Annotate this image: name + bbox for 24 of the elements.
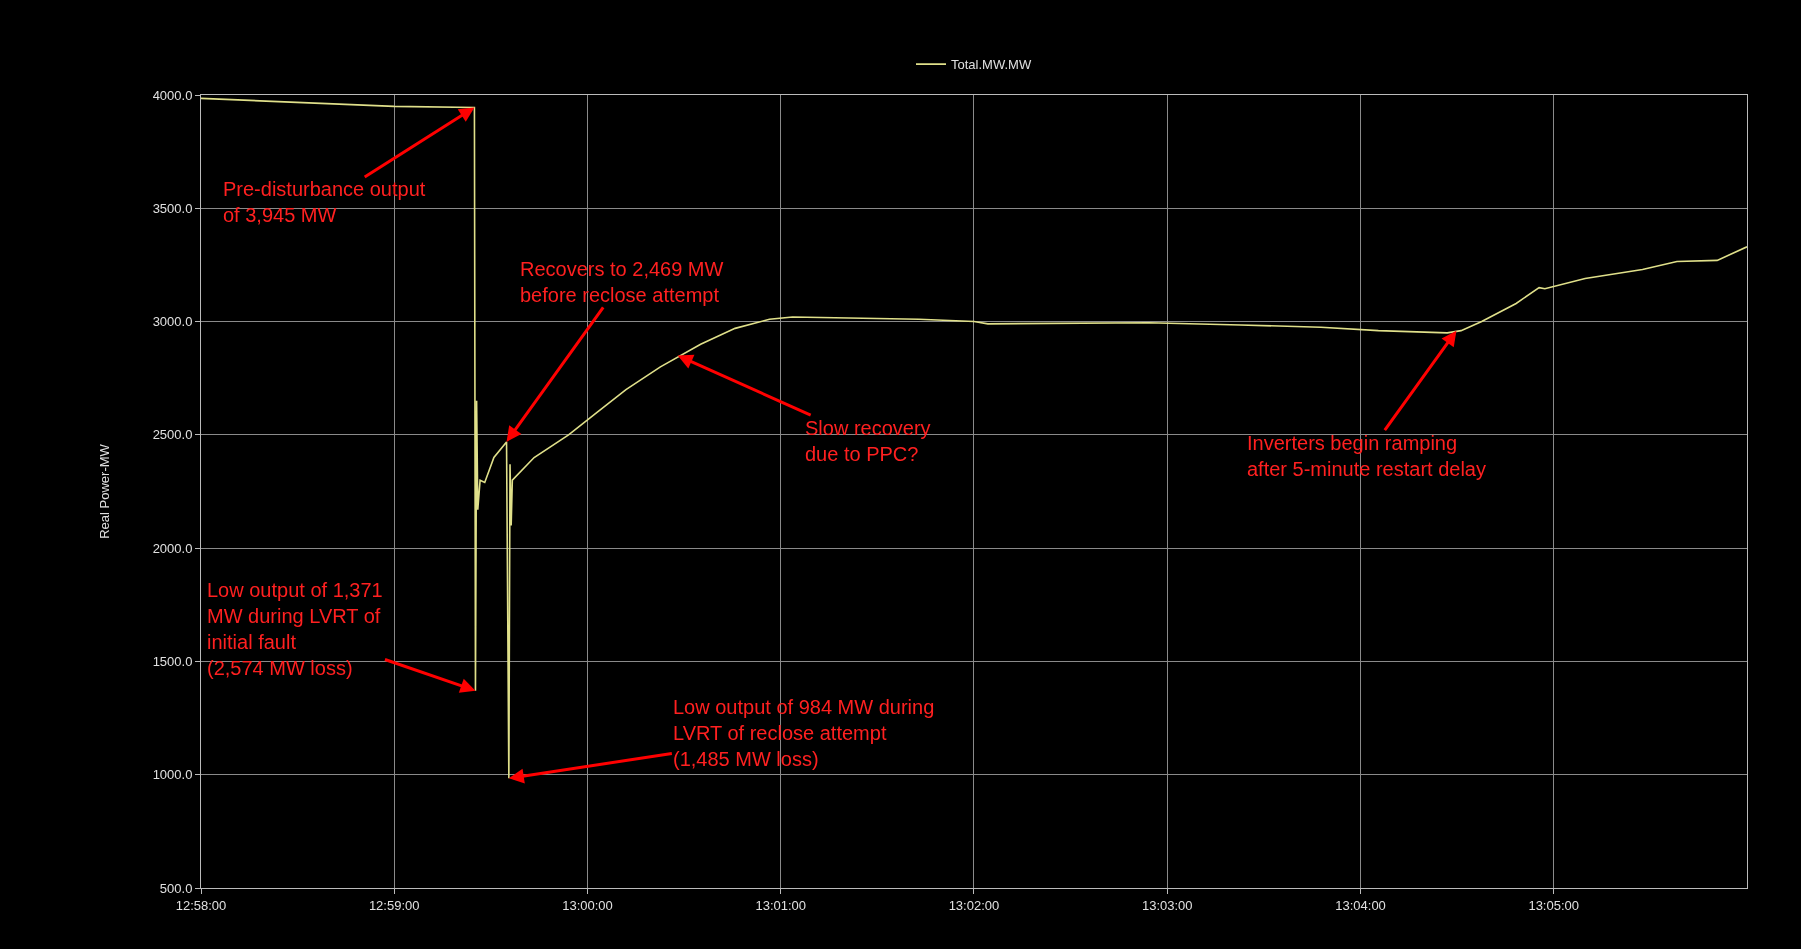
y-tick-label: 4000.0 — [152, 87, 193, 103]
y-tick-label: 2000.0 — [152, 540, 193, 556]
x-tick-label: 13:02:00 — [948, 897, 1000, 913]
x-tick-label: 13:04:00 — [1335, 897, 1386, 913]
x-tick-label: 12:59:00 — [368, 897, 420, 913]
annotation: Inverters begin ramping after 5-minute restart delay — [1247, 432, 1486, 480]
annotation: Pre-disturbance output of 3,945 MW — [223, 178, 426, 226]
annotation: Low output of 984 MW during LVRT of reclose attempt (1,485 MW loss) — [673, 696, 935, 770]
annotation: Recovers to 2,469 MW before reclose attempt — [520, 258, 724, 306]
x-tick-label: 13:00:00 — [562, 897, 613, 913]
y-tick-label: 1000.0 — [152, 767, 193, 783]
y-tick-label: 3000.0 — [152, 314, 193, 330]
x-tick-label: 13:01:00 — [755, 897, 807, 913]
y-tick-label: 500.0 — [159, 880, 193, 896]
x-tick-label: 12:58:00 — [175, 897, 227, 913]
legend-label: Total.MW.MW — [951, 57, 1032, 73]
x-tick-label: 13:05:00 — [1528, 897, 1580, 913]
y-tick-label: 2500.0 — [152, 427, 193, 443]
y-axis-title: Real Power-MW — [96, 443, 112, 539]
x-tick-label: 13:03:00 — [1141, 897, 1193, 913]
y-tick-label: 3500.0 — [152, 200, 193, 216]
y-tick-label: 1500.0 — [152, 653, 193, 669]
annotation: Slow recovery due to PPC? — [805, 417, 931, 465]
annotation: Low output of 1,371 MW during LVRT of initial fault (2,574 MW loss) — [207, 579, 383, 679]
